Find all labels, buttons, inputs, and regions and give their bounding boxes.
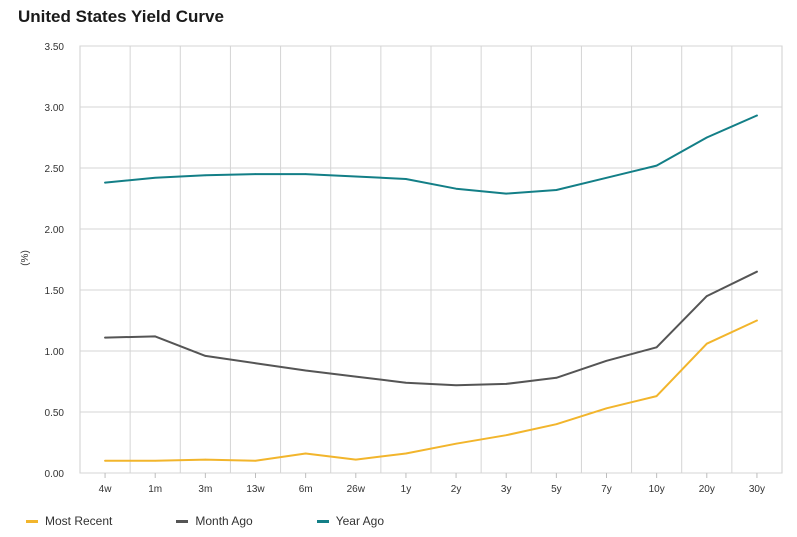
x-tick-label: 13w [246, 484, 265, 495]
y-tick-label: 0.50 [45, 408, 65, 419]
data-point [204, 174, 207, 177]
data-point [154, 460, 157, 462]
legend-label: Month Ago [195, 514, 253, 528]
x-tick-label: 30y [749, 484, 765, 495]
data-point [605, 407, 608, 410]
data-point [204, 355, 207, 357]
data-point [204, 458, 207, 461]
data-point [154, 176, 157, 179]
data-point [104, 460, 106, 462]
data-point [705, 295, 708, 297]
chart-title: United States Yield Curve [18, 7, 224, 26]
chart-legend: Most Recent Month Ago Year Ago [26, 514, 448, 528]
series-year-ago [104, 114, 758, 195]
data-point [655, 164, 658, 167]
x-tick-label: 6m [299, 484, 313, 495]
y-tick-label: 0.00 [45, 469, 65, 480]
data-point [304, 452, 307, 455]
x-tick-label: 20y [699, 484, 715, 495]
data-point [354, 458, 357, 461]
legend-item: Most Recent [26, 514, 112, 528]
x-tick-label: 5y [551, 484, 562, 495]
data-point [254, 362, 257, 365]
x-axis: 4w 1m 3m 13w 6m 26w 1y 2y 3y 5y 7y 10y 20y 30y [99, 473, 765, 495]
data-point [505, 192, 508, 195]
series-line [104, 319, 758, 462]
series-line [104, 114, 758, 195]
data-point [505, 383, 508, 385]
data-point [555, 423, 558, 426]
data-point [756, 319, 758, 322]
legend-swatch [26, 519, 38, 523]
data-point [655, 346, 658, 349]
data-point [455, 384, 457, 386]
x-tick-label: 4w [99, 484, 113, 495]
legend-swatch [176, 519, 189, 523]
y-tick-label: 2.50 [45, 164, 65, 175]
x-tick-label: 1y [401, 484, 412, 495]
data-point [505, 434, 508, 436]
data-point [605, 176, 608, 179]
data-point [304, 369, 307, 372]
data-point [405, 452, 407, 455]
y-tick-label: 1.50 [45, 286, 65, 297]
data-point [354, 175, 357, 178]
series-most-recent [104, 319, 758, 462]
data-point [705, 342, 708, 345]
y-axis: 0.00 0.50 1.00 1.50 2.00 2.50 3.00 3.50 [45, 42, 65, 480]
data-point [605, 359, 608, 362]
x-tick-label: 10y [649, 484, 665, 495]
data-point [104, 336, 106, 339]
data-point [405, 381, 407, 384]
data-point [104, 181, 106, 184]
data-point [455, 187, 457, 190]
x-tick-label: 3m [198, 484, 212, 495]
y-tick-label: 1.00 [45, 347, 65, 358]
x-tick-label: 2y [451, 484, 462, 495]
series-month-ago [104, 270, 758, 387]
legend-label: Most Recent [45, 514, 113, 528]
data-point [756, 114, 758, 117]
y-tick-label: 3.50 [45, 42, 65, 53]
data-point [655, 395, 658, 397]
data-point [455, 442, 457, 445]
chart-grid [79, 45, 783, 474]
x-tick-label: 7y [601, 484, 612, 495]
legend-label: Year Ago [335, 514, 385, 528]
x-tick-label: 1m [148, 484, 162, 495]
data-point [705, 136, 708, 139]
data-point [756, 270, 758, 273]
data-point [354, 375, 357, 378]
legend-item: Month Ago [176, 514, 253, 528]
data-point [304, 173, 307, 175]
data-point [555, 377, 558, 379]
data-point [254, 173, 257, 175]
data-point [254, 460, 257, 462]
data-point [154, 335, 157, 338]
series-line [104, 270, 758, 387]
data-point [555, 189, 558, 191]
y-axis-label: (%) [20, 250, 31, 266]
x-tick-label: 3y [501, 484, 512, 495]
y-tick-label: 2.00 [45, 225, 65, 236]
y-tick-label: 3.00 [45, 103, 65, 114]
data-point [405, 178, 407, 180]
series-lines [104, 114, 758, 462]
legend-swatch [316, 519, 329, 523]
legend-item: Year Ago [316, 514, 385, 528]
x-tick-label: 26w [347, 484, 366, 495]
